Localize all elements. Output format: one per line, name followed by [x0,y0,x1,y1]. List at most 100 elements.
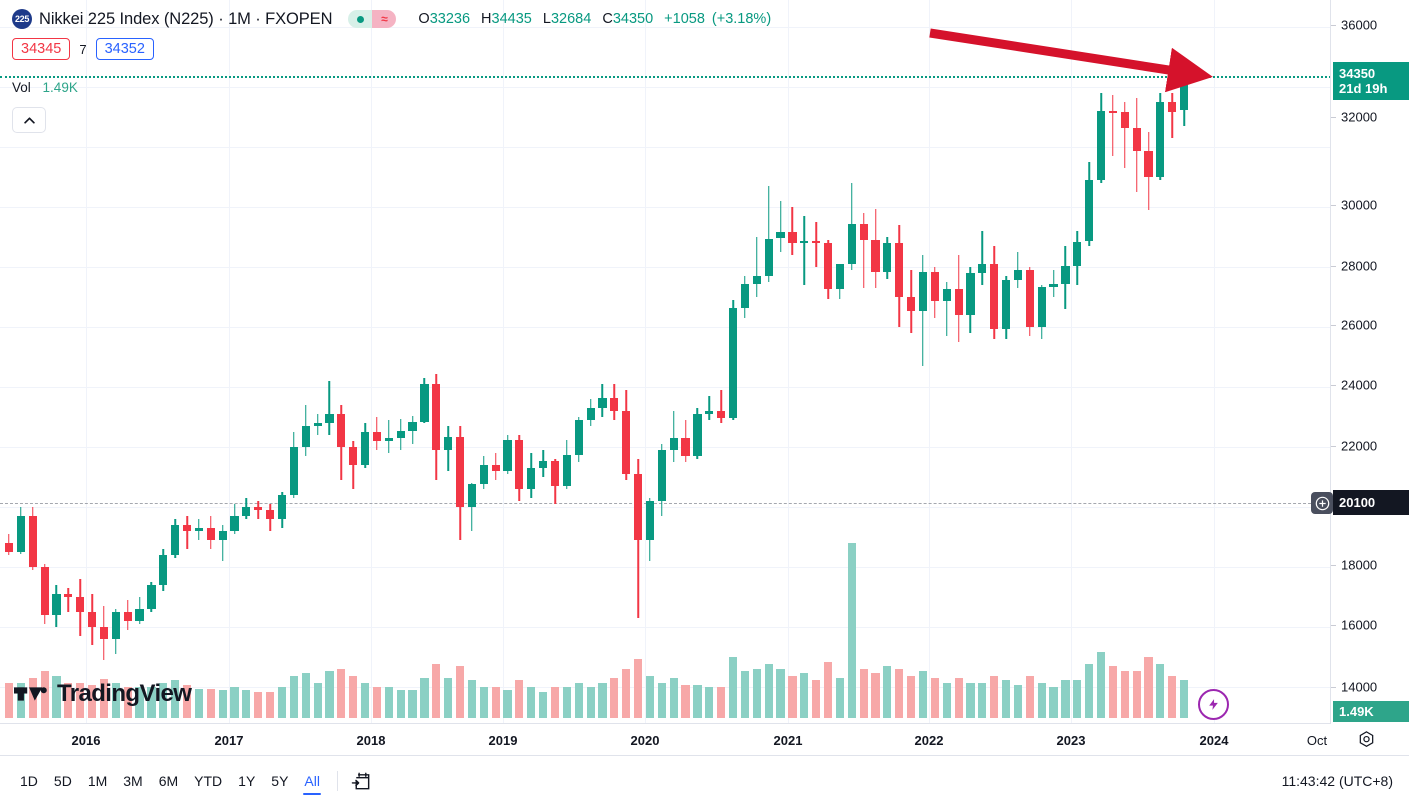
time-axis[interactable]: 2016 2017 2018 2019 2020 2021 2022 2023 2024 Oct [0,723,1331,757]
volume-bar[interactable] [883,666,892,718]
candle[interactable] [1013,0,1023,723]
volume-bar[interactable] [4,682,14,718]
candle[interactable] [408,0,417,723]
volume-bar[interactable] [930,678,939,718]
goto-date-icon[interactable] [347,767,376,796]
volume-bar[interactable] [372,687,382,718]
volume-bar[interactable] [776,668,785,718]
volume-bar[interactable] [871,673,880,718]
volume-bar[interactable] [444,678,453,718]
candle[interactable] [171,0,180,723]
candle[interactable] [966,0,975,723]
candle[interactable] [1156,0,1165,723]
volume-bar[interactable] [978,682,987,718]
candle[interactable] [1049,0,1058,723]
volume-bar[interactable] [823,661,833,718]
candle[interactable] [717,0,726,723]
volume-bar[interactable] [455,666,465,718]
candle[interactable] [230,0,239,723]
volume-bar[interactable] [1085,663,1094,718]
volume-bar[interactable] [1108,666,1117,718]
candle[interactable] [610,0,619,723]
candle[interactable] [503,0,512,723]
candle[interactable] [147,0,156,723]
candle[interactable] [1180,0,1189,723]
volume-bar[interactable] [52,675,61,718]
candle[interactable] [752,0,761,723]
candle[interactable] [1108,0,1117,723]
volume-bar[interactable] [1061,680,1070,718]
volume-bar[interactable] [171,680,180,718]
volume-bar[interactable] [254,692,263,718]
candle[interactable] [693,0,702,723]
candle[interactable] [361,0,370,723]
volume-bar[interactable] [800,673,809,718]
candle[interactable] [907,0,916,723]
price-axis[interactable]: 36000 32000 30000 28000 26000 24000 22000 18000… [1330,0,1409,756]
candle[interactable] [812,0,821,723]
candle[interactable] [1025,0,1034,723]
volume-bar[interactable] [515,680,524,718]
volume-bar[interactable] [1025,675,1034,718]
candle[interactable] [349,0,358,723]
candle[interactable] [847,0,856,723]
candle[interactable] [64,0,73,723]
source-status-pill[interactable]: ≈ [348,10,397,28]
volume-bar[interactable] [728,656,738,718]
volume-bar[interactable] [610,678,619,718]
candle[interactable] [883,0,892,723]
volume-bar[interactable] [1013,685,1023,718]
current-price-badge[interactable]: 34350 21d 19h [1333,62,1409,100]
volume-bar[interactable] [337,668,346,718]
volume-bar[interactable] [764,663,773,718]
timeframe-3m[interactable]: 3M [123,773,143,789]
symbol-title[interactable]: Nikkei 225 Index (N225) · 1M · FXOPEN [39,9,333,28]
volume-bar[interactable] [242,689,251,718]
candle[interactable] [194,0,203,723]
candle[interactable] [1132,0,1141,723]
candle[interactable] [111,0,120,723]
candle[interactable] [942,0,951,723]
volume-bar[interactable] [40,671,49,718]
candle[interactable] [527,0,536,723]
candle[interactable] [550,0,560,723]
timeframe-list[interactable]: 1D 5D 1M 3M 6M YTD 1Y 5Y All [12,768,328,795]
volume-bar[interactable] [574,682,583,718]
candle[interactable] [289,0,298,723]
volume-bar[interactable] [598,682,607,718]
candle[interactable] [930,0,939,723]
candle[interactable] [598,0,607,723]
candle[interactable] [657,0,666,723]
candle[interactable] [491,0,500,723]
volume-bar[interactable] [384,687,393,718]
volume-bar[interactable] [396,689,405,718]
volume-bar[interactable] [681,685,690,718]
volume-bar[interactable] [503,689,512,718]
collapse-pane-button[interactable] [12,107,46,133]
timeframe-6m[interactable]: 6M [158,773,179,789]
timeframe-5y[interactable]: 5Y [271,773,289,789]
candle[interactable] [823,0,833,723]
candle[interactable] [574,0,583,723]
candle[interactable] [159,0,168,723]
timeframe-5d[interactable]: 5D [53,773,72,789]
candle[interactable] [895,0,904,723]
candle[interactable] [800,0,809,723]
candle[interactable] [266,0,275,723]
volume-bar[interactable] [1001,680,1011,718]
candle[interactable] [372,0,382,723]
crosshair-add-button[interactable] [1311,492,1333,514]
candle[interactable] [182,0,192,723]
candle[interactable] [384,0,393,723]
volume-bar[interactable] [99,679,109,718]
volume-bar[interactable] [895,668,904,718]
candle[interactable] [776,0,785,723]
candle[interactable] [4,0,14,723]
volume-bar[interactable] [432,663,441,718]
volume-bar[interactable] [954,678,963,718]
volume-bar[interactable] [669,678,678,718]
volume-bar[interactable] [693,685,702,718]
volume-bar[interactable] [1168,675,1177,718]
candle[interactable] [622,0,631,723]
candle[interactable] [634,0,643,723]
